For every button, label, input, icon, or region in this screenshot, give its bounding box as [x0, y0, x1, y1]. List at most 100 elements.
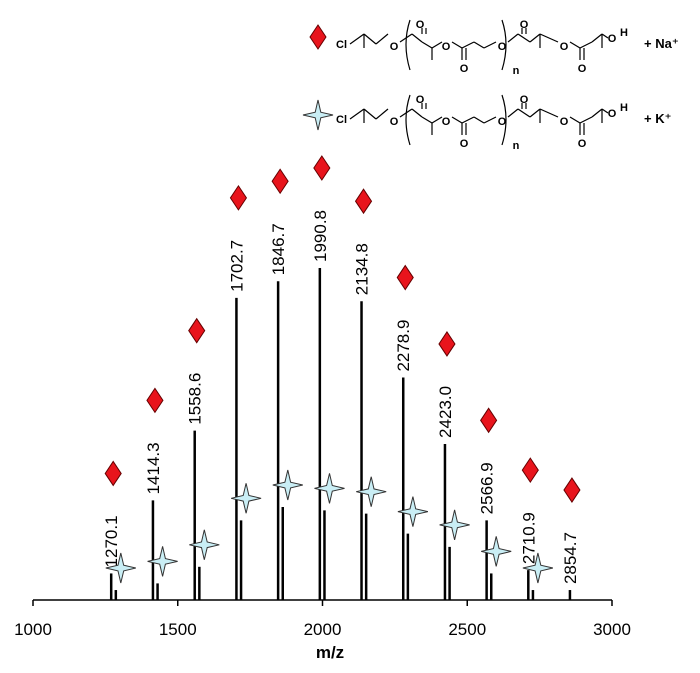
- peak-label: 2566.9: [478, 462, 497, 514]
- peak-label: 2854.7: [561, 532, 580, 584]
- k-marker: [272, 469, 303, 501]
- peak-label: 1270.1: [102, 515, 121, 567]
- bond: [483, 116, 497, 124]
- atom-label: n: [513, 140, 520, 152]
- bond: [601, 33, 609, 39]
- bond: [411, 108, 423, 118]
- peak-label: 1990.8: [311, 210, 330, 262]
- atom-label: O: [520, 94, 529, 106]
- bond: [375, 108, 389, 120]
- atom-label: O: [460, 138, 469, 150]
- bond: [461, 116, 475, 124]
- bond: [569, 116, 581, 124]
- na-marker: [146, 387, 164, 414]
- peak-label: 1846.7: [269, 223, 288, 275]
- x-tick-label: 3000: [593, 620, 631, 639]
- atom-label: O: [520, 19, 529, 31]
- atom-label: H: [620, 27, 628, 39]
- bond: [451, 116, 463, 124]
- k-marker: [314, 473, 345, 504]
- bond: [529, 33, 541, 43]
- legend-marker: [302, 99, 334, 131]
- bond: [363, 108, 377, 120]
- atom-label: O: [560, 116, 569, 128]
- k-marker: [189, 529, 220, 560]
- atom-label: n: [513, 65, 520, 77]
- bond: [473, 116, 485, 124]
- bond: [349, 108, 365, 120]
- k-marker: [439, 509, 470, 541]
- atom-label: O: [608, 33, 617, 45]
- x-axis-label: m/z: [316, 643, 344, 662]
- na-marker: [313, 155, 331, 181]
- bond: [431, 116, 443, 124]
- bond: [507, 108, 519, 118]
- atom-label: O: [498, 116, 507, 128]
- peak-label: 2423.0: [436, 386, 455, 438]
- bond: [529, 108, 541, 118]
- atom-label: O: [442, 41, 451, 53]
- bond: [451, 41, 463, 49]
- peak-label: 1414.3: [144, 442, 163, 494]
- na-marker: [521, 457, 539, 484]
- x-tick-label: 2500: [448, 620, 486, 639]
- x-tick-label: 1000: [14, 620, 52, 639]
- bond: [411, 33, 423, 43]
- bond: [421, 116, 433, 124]
- na-marker: [438, 331, 456, 357]
- bond: [517, 33, 531, 43]
- legend-marker: [309, 24, 327, 50]
- bond: [579, 41, 593, 49]
- peak-label: 2134.8: [353, 243, 372, 295]
- na-marker: [271, 168, 289, 195]
- bond: [579, 116, 593, 124]
- bond: [539, 108, 559, 118]
- na-marker: [188, 317, 206, 344]
- k-marker: [397, 496, 429, 527]
- peak-label: 2278.9: [394, 320, 413, 372]
- atom-label: O: [416, 19, 425, 31]
- na-marker: [480, 407, 498, 434]
- atom-label: H: [620, 102, 628, 114]
- bracket: [405, 19, 411, 71]
- bond: [601, 108, 609, 114]
- bond: [363, 33, 377, 45]
- k-marker: [356, 476, 387, 507]
- bond: [591, 108, 603, 118]
- bond: [421, 41, 433, 49]
- bracket: [405, 94, 411, 146]
- k-marker: [147, 546, 178, 577]
- peak-label: 1702.7: [227, 240, 246, 292]
- peak-label: 2710.9: [519, 512, 538, 564]
- atom-label: O: [578, 63, 587, 75]
- bond: [507, 33, 519, 43]
- bond: [483, 41, 497, 49]
- atom-label: O: [460, 63, 469, 75]
- legend-label: + Na⁺: [644, 36, 679, 51]
- atom-label: O: [608, 108, 617, 120]
- k-marker: [481, 536, 512, 567]
- atom-label: O: [442, 116, 451, 128]
- bond: [461, 41, 475, 49]
- bracket: [501, 94, 507, 146]
- bond: [375, 33, 389, 45]
- k-marker: [230, 483, 262, 514]
- k-marker: [105, 552, 136, 584]
- bond: [569, 41, 581, 49]
- bond: [473, 41, 485, 49]
- atom-label: Cl: [336, 114, 347, 126]
- na-marker: [354, 188, 373, 215]
- atom-label: Cl: [336, 39, 347, 51]
- bond: [349, 33, 365, 45]
- bond: [431, 41, 443, 49]
- atom-label: O: [560, 41, 569, 53]
- atom-label: O: [578, 138, 587, 150]
- peak-label: 1558.6: [186, 373, 205, 425]
- bracket: [501, 19, 507, 71]
- atom-label: O: [390, 116, 399, 128]
- bond: [517, 108, 531, 118]
- legend-label: + K⁺: [644, 111, 671, 126]
